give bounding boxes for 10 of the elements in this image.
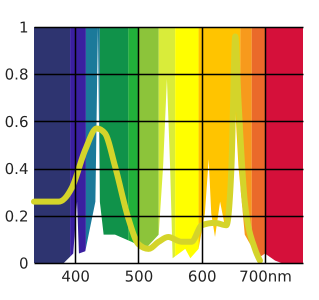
y-tick-label: 0.6 (4, 112, 28, 131)
x-tick-label: 600 (188, 268, 217, 286)
y-tick-label: 0 (18, 254, 28, 272)
x-tick-label: 400 (61, 268, 90, 286)
y-tick-label: 0.8 (4, 66, 28, 84)
y-tick-label: 0.4 (4, 160, 28, 178)
x-tick-label: 500 (124, 268, 154, 286)
x-tick-label: 700nm (239, 268, 292, 286)
y-tick-label: 1 (18, 18, 28, 36)
y-tick-label: 0.2 (4, 207, 28, 226)
